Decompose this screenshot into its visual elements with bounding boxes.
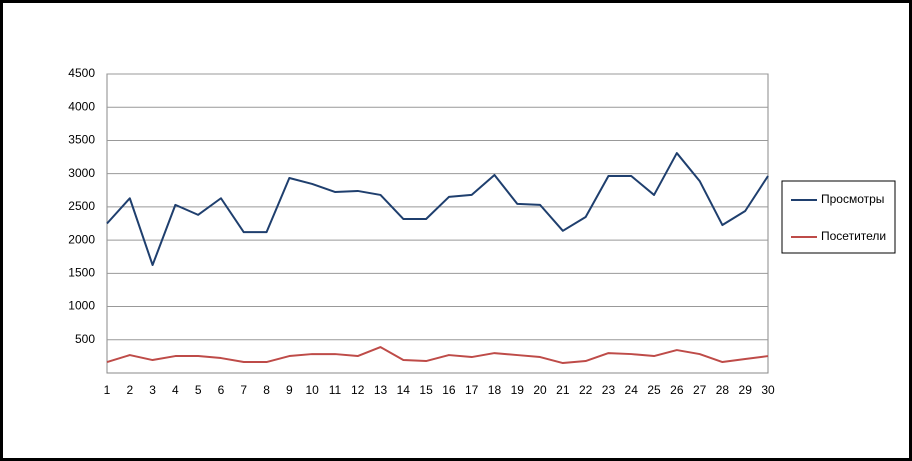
series-line [106,346,769,365]
x-tick-label: 22 [579,383,593,397]
x-tick-label: 19 [511,383,525,397]
legend-label: Посетители [821,229,886,243]
x-tick-label: 13 [374,383,388,397]
x-tick-label: 12 [351,383,365,397]
series-line [106,152,769,267]
x-tick-label: 21 [556,383,570,397]
y-tick-label: 2000 [68,232,95,246]
y-tick-label: 2500 [68,199,95,213]
x-tick-label: 25 [647,383,661,397]
y-tick-label: 4000 [68,99,95,113]
y-tick-label: 1500 [68,266,95,280]
x-tick-label: 14 [397,383,411,397]
x-tick-label: 23 [602,383,616,397]
x-tick-label: 18 [488,383,502,397]
x-tick-label: 26 [670,383,684,397]
y-tick-label: 4500 [68,66,95,80]
y-tick-label: 1000 [68,299,95,313]
x-tick-label: 24 [625,383,639,397]
x-tick-label: 3 [149,383,156,397]
x-tick-label: 28 [716,383,730,397]
x-tick-label: 10 [305,383,319,397]
x-tick-label: 5 [195,383,202,397]
x-tick-label: 29 [739,383,753,397]
x-tick-label: 9 [286,383,293,397]
x-tick-label: 7 [240,383,247,397]
y-tick-label: 500 [75,332,95,346]
legend-label: Просмотры [821,192,884,206]
legend-box [781,180,896,254]
y-tick-label: 3000 [68,166,95,180]
x-tick-label: 6 [218,383,225,397]
x-tick-label: 27 [693,383,707,397]
x-tick-label: 2 [126,383,133,397]
x-tick-label: 11 [329,383,342,397]
y-tick-label: 3500 [68,133,95,147]
x-tick-label: 20 [533,383,547,397]
x-tick-label: 8 [263,383,270,397]
x-tick-label: 15 [419,383,433,397]
x-tick-label: 16 [442,383,456,397]
x-tick-label: 4 [172,383,179,397]
x-tick-label: 1 [104,383,111,397]
x-tick-label: 30 [761,383,775,397]
x-tick-label: 17 [465,383,479,397]
